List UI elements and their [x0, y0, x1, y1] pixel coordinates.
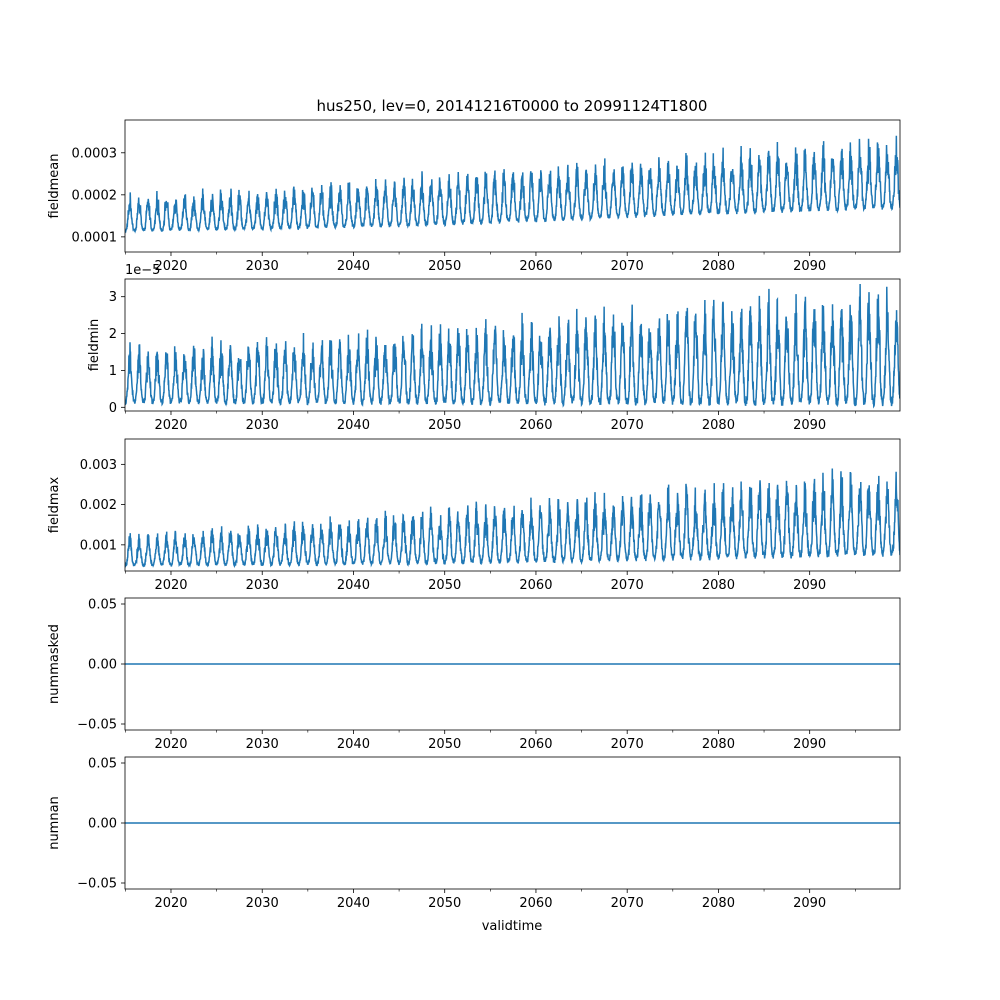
x-tick-label: 2020 — [154, 259, 187, 274]
y-tick-label: −0.05 — [77, 877, 117, 892]
x-tick-label: 2040 — [337, 737, 370, 752]
y-tick-label: 0.0003 — [72, 146, 118, 161]
subplot-nummasked: 2020 2030 2040 2050 2060 2070 2080 2090 −0.05 0.0… — [47, 598, 901, 752]
y-tick-label: 0.001 — [80, 538, 117, 553]
y-offset-label: 1e−5 — [125, 263, 160, 278]
x-tick-label: 2030 — [246, 418, 279, 433]
x-tick-label: 2030 — [246, 578, 279, 593]
x-tick-label: 2020 — [154, 896, 187, 911]
x-tick-label: 2050 — [428, 259, 461, 274]
x-tick-label: 2060 — [519, 578, 552, 593]
figure-title: hus250, lev=0, 20141216T0000 to 20991124… — [317, 97, 708, 115]
x-tick-label: 2070 — [611, 737, 644, 752]
series-line-fieldmax — [125, 468, 900, 569]
y-tick-label: 0.003 — [80, 458, 117, 473]
x-tick-label: 2020 — [154, 578, 187, 593]
x-tick-label: 2030 — [246, 737, 279, 752]
x-tick-label: 2050 — [428, 737, 461, 752]
x-tick-label: 2090 — [793, 418, 826, 433]
x-tick-label: 2040 — [337, 578, 370, 593]
x-tick-label: 2060 — [519, 896, 552, 911]
x-tick-label: 2050 — [428, 418, 461, 433]
y-axis-label: fieldmean — [47, 154, 62, 219]
axes-frame — [124, 119, 901, 253]
x-tick-label: 2030 — [246, 259, 279, 274]
x-tick-label: 2020 — [154, 418, 187, 433]
subplot-numnan: 2020 2030 2040 2050 2060 2070 2080 2090 −0.05 0.0… — [47, 757, 901, 911]
subplot-fieldmin: 2020 2030 2040 2050 2060 2070 2080 2090 0 1 2 3 fiel… — [87, 263, 901, 433]
y-tick-label: 0.00 — [88, 817, 117, 832]
x-axis-label: validtime — [482, 919, 543, 934]
x-tick-label: 2040 — [337, 418, 370, 433]
x-tick-label: 2080 — [702, 259, 735, 274]
series-line-fieldmin — [125, 283, 900, 409]
x-tick-label: 2080 — [702, 418, 735, 433]
y-axis-label: fieldmax — [47, 477, 62, 534]
y-axis-label: numnan — [47, 796, 62, 850]
x-tick-label: 2070 — [611, 259, 644, 274]
x-tick-label: 2070 — [611, 418, 644, 433]
x-tick-label: 2050 — [428, 896, 461, 911]
y-axis-label: fieldmin — [87, 319, 102, 372]
y-tick-label: 0.05 — [88, 598, 117, 613]
plot-area — [125, 439, 900, 571]
y-tick-label: 2 — [109, 327, 117, 342]
axes-frame — [124, 278, 901, 412]
x-tick-label: 2080 — [702, 737, 735, 752]
y-tick-label: 1 — [109, 364, 117, 379]
y-tick-label: 0.002 — [80, 498, 117, 513]
subplots: 2020 2030 2040 2050 2060 2070 2080 20900.00010.… — [47, 119, 901, 911]
x-tick-label: 2070 — [611, 578, 644, 593]
series-line-fieldmean — [125, 135, 900, 234]
x-tick-label: 2060 — [519, 259, 552, 274]
x-tick-label: 2090 — [793, 737, 826, 752]
y-tick-label: 3 — [109, 290, 117, 305]
subplot-fieldmean: 2020 2030 2040 2050 2060 2070 2080 2090 0.0001 0.… — [47, 119, 901, 274]
x-tick-label: 2040 — [337, 259, 370, 274]
y-tick-label: 0.0001 — [72, 230, 118, 245]
y-axis-label: nummasked — [47, 624, 62, 704]
y-tick-label: 0.00 — [88, 658, 117, 673]
axes-frame — [124, 438, 901, 572]
x-tick-label: 2030 — [246, 896, 279, 911]
x-tick-label: 2090 — [793, 259, 826, 274]
x-tick-label: 2060 — [519, 418, 552, 433]
x-tick-label: 2020 — [154, 737, 187, 752]
y-tick-label: 0.05 — [88, 757, 117, 772]
y-tick-label: −0.05 — [77, 718, 117, 733]
x-tick-label: 2060 — [519, 737, 552, 752]
subplot-fieldmax: 2020 2030 2040 2050 2060 2070 2080 2090 0.001 0.0… — [47, 438, 901, 593]
x-tick-label: 2050 — [428, 578, 461, 593]
x-tick-label: 2080 — [702, 896, 735, 911]
y-tick-label: 0.0002 — [72, 188, 118, 203]
x-tick-label: 2090 — [793, 896, 826, 911]
x-tick-label: 2070 — [611, 896, 644, 911]
x-tick-label: 2090 — [793, 578, 826, 593]
x-tick-label: 2040 — [337, 896, 370, 911]
y-tick-label: 0 — [109, 401, 117, 416]
x-tick-label: 2080 — [702, 578, 735, 593]
